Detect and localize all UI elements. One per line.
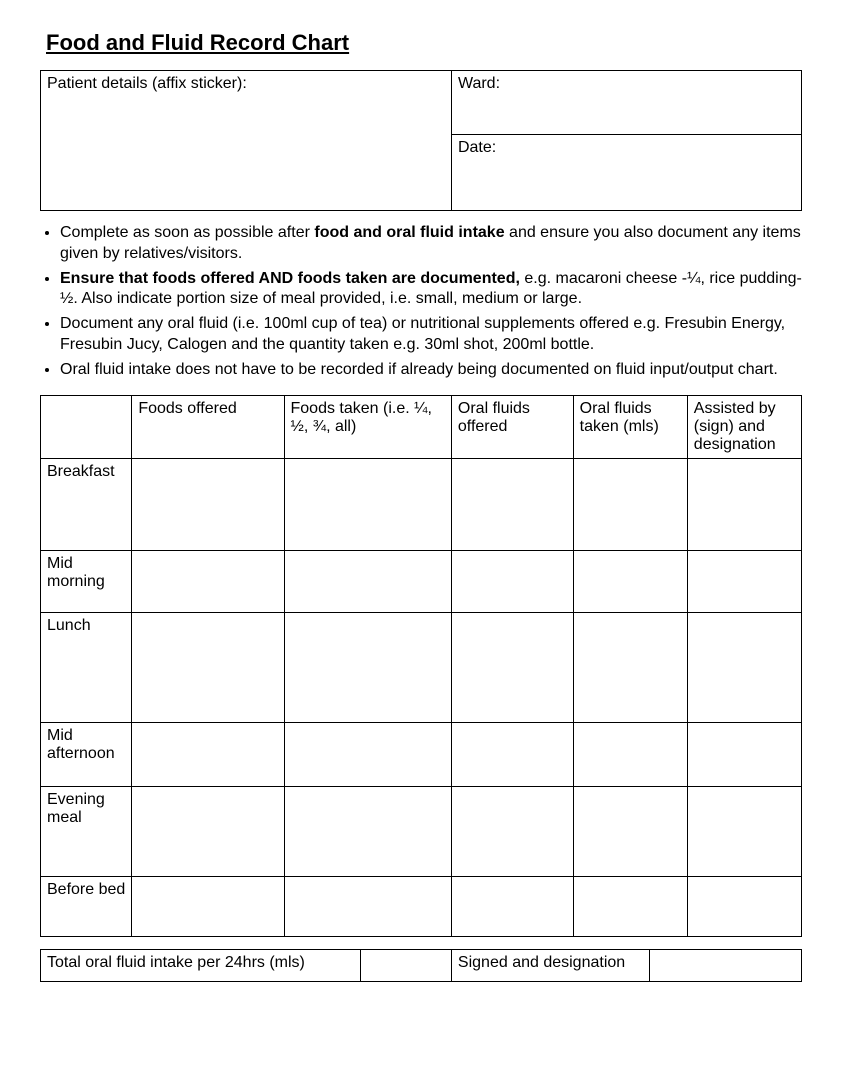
cell[interactable] <box>687 876 801 936</box>
col-header: Foods offered <box>132 395 284 458</box>
patient-details-cell[interactable]: Patient details (affix sticker): <box>41 71 452 211</box>
cell[interactable] <box>451 612 573 722</box>
instruction-item: Document any oral fluid (i.e. 100ml cup … <box>60 314 802 356</box>
cell[interactable] <box>132 876 284 936</box>
total-label: Total oral fluid intake per 24hrs (mls) <box>41 949 361 981</box>
instruction-item: Oral fluid intake does not have to be re… <box>60 360 802 381</box>
cell[interactable] <box>573 722 687 786</box>
cell[interactable] <box>132 612 284 722</box>
col-header: Oral fluids taken (mls) <box>573 395 687 458</box>
cell[interactable] <box>573 786 687 876</box>
signed-label: Signed and designation <box>451 949 649 981</box>
cell[interactable] <box>573 458 687 550</box>
cell[interactable] <box>687 722 801 786</box>
instructions-list: Complete as soon as possible after food … <box>40 223 802 381</box>
cell[interactable] <box>284 876 451 936</box>
table-row: Breakfast <box>41 458 802 550</box>
cell[interactable] <box>451 458 573 550</box>
cell[interactable] <box>687 612 801 722</box>
col-header: Assisted by (sign) and designation <box>687 395 801 458</box>
cell[interactable] <box>573 612 687 722</box>
cell[interactable] <box>284 550 451 612</box>
footer-table: Total oral fluid intake per 24hrs (mls) … <box>40 949 802 982</box>
row-label: Before bed <box>41 876 132 936</box>
table-row: Before bed <box>41 876 802 936</box>
ward-cell[interactable]: Ward: <box>451 71 801 135</box>
cell[interactable] <box>284 612 451 722</box>
instruction-item: Ensure that foods offered AND foods take… <box>60 269 802 311</box>
signed-value[interactable] <box>649 949 801 981</box>
col-header: Foods taken (i.e. ¼, ½, ¾, all) <box>284 395 451 458</box>
cell[interactable] <box>573 550 687 612</box>
cell[interactable] <box>284 458 451 550</box>
cell[interactable] <box>573 876 687 936</box>
table-row: Lunch <box>41 612 802 722</box>
table-row: Mid afternoon <box>41 722 802 786</box>
row-label: Evening meal <box>41 786 132 876</box>
text: Complete as soon as possible after <box>60 224 314 241</box>
page-title: Food and Fluid Record Chart <box>46 30 802 56</box>
cell[interactable] <box>451 876 573 936</box>
col-header: Oral fluids offered <box>451 395 573 458</box>
cell[interactable] <box>132 458 284 550</box>
cell[interactable] <box>687 550 801 612</box>
cell[interactable] <box>687 458 801 550</box>
col-header <box>41 395 132 458</box>
cell[interactable] <box>132 550 284 612</box>
cell[interactable] <box>132 786 284 876</box>
cell[interactable] <box>284 722 451 786</box>
date-cell[interactable]: Date: <box>451 135 801 211</box>
record-table: Foods offered Foods taken (i.e. ¼, ½, ¾,… <box>40 395 802 937</box>
row-label: Mid afternoon <box>41 722 132 786</box>
cell[interactable] <box>451 786 573 876</box>
cell[interactable] <box>284 786 451 876</box>
text-bold: food and oral fluid intake <box>314 224 504 241</box>
instruction-item: Complete as soon as possible after food … <box>60 223 802 265</box>
text-bold: Ensure that foods offered AND foods take… <box>60 270 520 287</box>
table-row: Mid morning <box>41 550 802 612</box>
table-row: Evening meal <box>41 786 802 876</box>
row-label: Mid morning <box>41 550 132 612</box>
row-label: Lunch <box>41 612 132 722</box>
cell[interactable] <box>132 722 284 786</box>
row-label: Breakfast <box>41 458 132 550</box>
patient-info-table: Patient details (affix sticker): Ward: D… <box>40 70 802 211</box>
total-value[interactable] <box>360 949 451 981</box>
cell[interactable] <box>687 786 801 876</box>
cell[interactable] <box>451 550 573 612</box>
cell[interactable] <box>451 722 573 786</box>
